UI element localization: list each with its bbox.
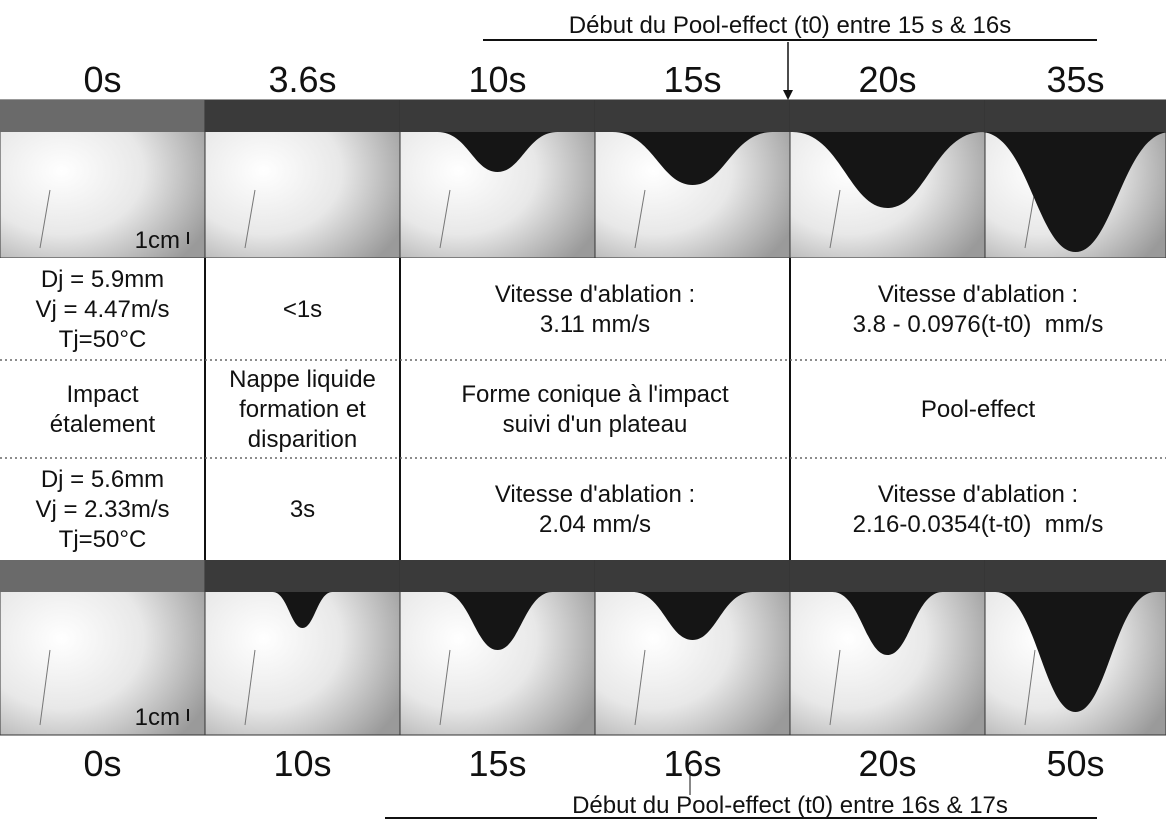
photo-rim bbox=[595, 560, 790, 592]
time-label: 0s bbox=[83, 743, 121, 784]
cell-text: Tj=50°C bbox=[59, 326, 147, 353]
time-label: 20s bbox=[858, 743, 916, 784]
cell-text: 3s bbox=[290, 496, 315, 523]
photo-rim bbox=[205, 100, 400, 132]
cell-text: étalement bbox=[50, 411, 156, 438]
cell-text: 3.8 - 0.0976(t-t0) mm/s bbox=[853, 311, 1104, 338]
photo-rim bbox=[400, 560, 595, 592]
scale-label: 1cm bbox=[135, 227, 180, 254]
photo-rim bbox=[790, 560, 985, 592]
time-label: 50s bbox=[1046, 743, 1104, 784]
cell-text: 3.11 mm/s bbox=[540, 311, 650, 338]
cell-text: Pool-effect bbox=[921, 396, 1036, 423]
time-label: 16s bbox=[663, 743, 721, 784]
time-label: 10s bbox=[273, 743, 331, 784]
arrow-head bbox=[783, 90, 793, 100]
cell-text: 2.04 mm/s bbox=[539, 511, 651, 538]
cell-text: disparition bbox=[248, 426, 357, 453]
cell-text: <1s bbox=[283, 296, 322, 323]
cell-text: suivi d'un plateau bbox=[503, 411, 688, 438]
time-label: 10s bbox=[468, 59, 526, 100]
time-label: 15s bbox=[663, 59, 721, 100]
photo-rim bbox=[985, 560, 1166, 592]
top-caption: Début du Pool-effect (t0) entre 15 s & 1… bbox=[569, 12, 1011, 39]
time-label: 0s bbox=[83, 59, 121, 100]
cell-text: Impact bbox=[66, 381, 138, 408]
photo-rim bbox=[0, 100, 205, 132]
cell-text: Forme conique à l'impact bbox=[461, 381, 729, 408]
photo-rim bbox=[0, 560, 205, 592]
cell-text: Dj = 5.9mm bbox=[41, 266, 164, 293]
time-label: 15s bbox=[468, 743, 526, 784]
cell-text: Nappe liquide bbox=[229, 366, 376, 393]
cell-text: 2.16-0.0354(t-t0) mm/s bbox=[853, 511, 1104, 538]
cell-text: Dj = 5.6mm bbox=[41, 466, 164, 493]
cell-text: Tj=50°C bbox=[59, 526, 147, 553]
cell-text: Vitesse d'ablation : bbox=[495, 481, 695, 508]
bottom-caption: Début du Pool-effect (t0) entre 16s & 17… bbox=[572, 792, 1008, 819]
cell-text: Vj = 2.33m/s bbox=[35, 496, 169, 523]
time-label: 20s bbox=[858, 59, 916, 100]
time-label: 35s bbox=[1046, 59, 1104, 100]
photo-rim bbox=[400, 100, 595, 132]
scale-label: 1cm bbox=[135, 704, 180, 731]
cell-text: Vitesse d'ablation : bbox=[495, 281, 695, 308]
time-label: 3.6s bbox=[268, 59, 336, 100]
photo-rim bbox=[205, 560, 400, 592]
photo-rim bbox=[985, 100, 1166, 132]
figure: Début du Pool-effect (t0) entre 15 s & 1… bbox=[0, 0, 1166, 819]
cell-text: formation et bbox=[239, 396, 366, 423]
photo-rim bbox=[595, 100, 790, 132]
cell-text: Vj = 4.47m/s bbox=[35, 296, 169, 323]
photo-rim bbox=[790, 100, 985, 132]
cell-text: Vitesse d'ablation : bbox=[878, 281, 1078, 308]
cell-text: Vitesse d'ablation : bbox=[878, 481, 1078, 508]
